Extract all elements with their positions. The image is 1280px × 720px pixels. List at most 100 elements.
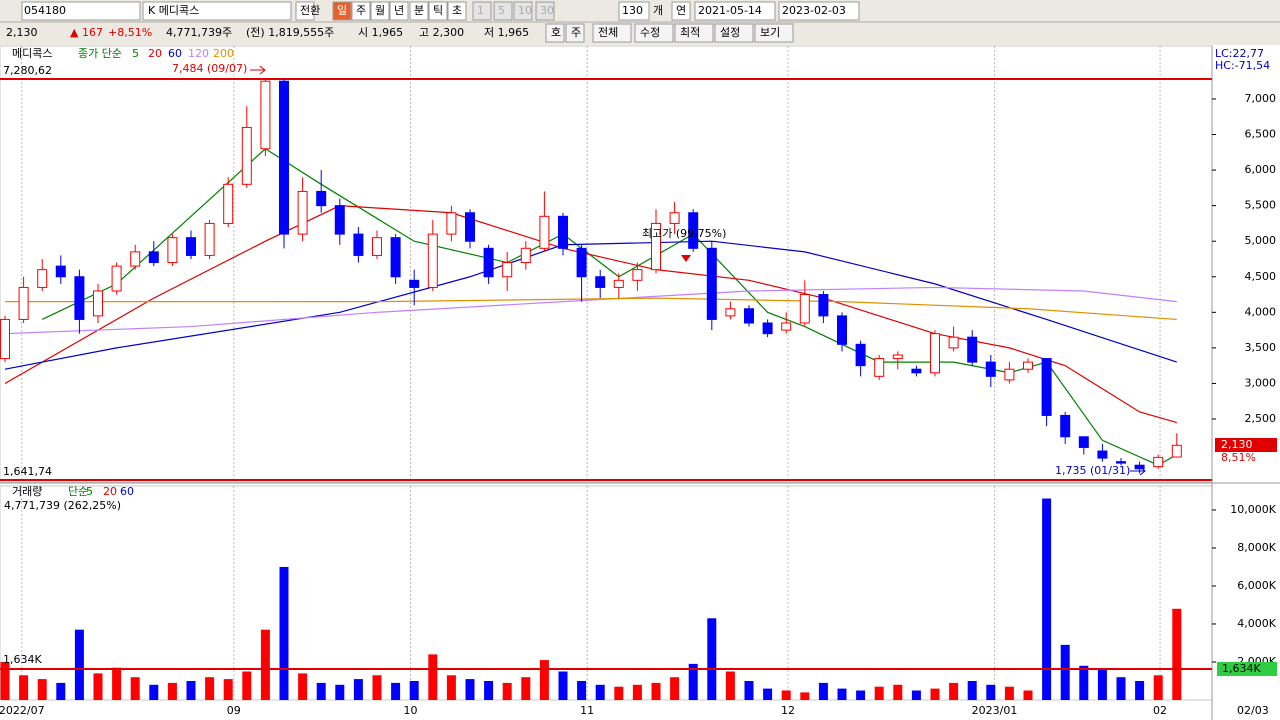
volume-bar (74, 629, 84, 700)
volume-bar (93, 673, 103, 700)
x-tick-label: 02 (1153, 704, 1167, 717)
candle-body (1116, 461, 1126, 464)
toolbar-button[interactable] (472, 1, 492, 21)
volume-bar (688, 663, 698, 700)
candle-body (520, 247, 531, 264)
toolbar-value: 2,130 (6, 26, 38, 39)
toolbar-value: 4,771,739주 (166, 26, 232, 39)
toolbar-label: 일 (337, 3, 347, 17)
legend-entry: 5 (132, 47, 139, 60)
candle-body (446, 212, 457, 235)
last-price-box (1215, 438, 1277, 452)
toolbar-button[interactable] (447, 1, 467, 21)
candle-body (316, 190, 327, 207)
toolbar-button[interactable] (565, 23, 585, 43)
volume-bar (725, 671, 735, 700)
candle-body (818, 294, 829, 317)
toolbar-button[interactable] (778, 1, 860, 21)
toolbar-button[interactable] (493, 1, 513, 21)
toolbar-button[interactable] (428, 1, 448, 21)
volume-bar (353, 679, 363, 700)
toolbar-label: 주 (356, 4, 366, 17)
candle-body (111, 265, 122, 292)
toolbar-button[interactable] (332, 1, 352, 21)
volume-bar (1097, 669, 1107, 700)
volume-bar (1023, 690, 1033, 700)
candle-body (1153, 456, 1164, 468)
candle-body (911, 368, 922, 374)
volume-bar (205, 677, 215, 700)
volume-ma-label: 단순 (68, 485, 88, 498)
toolbar-button[interactable] (592, 23, 632, 43)
volume-bar (1153, 675, 1163, 700)
ma-line (4, 240, 1177, 370)
y-tick-label: 8,000K (1237, 541, 1276, 554)
y-tick-label: 10,000K (1230, 503, 1276, 516)
toolbar-button[interactable] (545, 23, 565, 43)
toolbar-button[interactable] (694, 1, 776, 21)
y-tick-label: 2,500 (1245, 412, 1277, 425)
volume-bar (670, 677, 680, 700)
toolbar-label: 1 (477, 4, 484, 17)
y-tick-label: 4,000 (1245, 305, 1277, 318)
toolbar-button[interactable] (351, 1, 371, 21)
candle-body (279, 80, 289, 235)
toolbar-button[interactable] (535, 1, 555, 21)
volume-name: 거래량 (12, 485, 42, 498)
candle-body (186, 237, 196, 256)
toolbar-value: 고 2,300 (419, 26, 464, 39)
candle-body (260, 80, 271, 150)
volume-bar (707, 618, 717, 700)
volume-bar (1042, 498, 1052, 700)
ma-line (4, 205, 1177, 424)
candle-body (55, 265, 66, 278)
toolbar-button[interactable] (295, 1, 315, 21)
toolbar-button[interactable] (21, 1, 141, 21)
candle-body (558, 215, 568, 249)
toolbar-value: 보기 (760, 26, 780, 39)
volume-bar (1060, 644, 1070, 700)
toolbar-button[interactable] (409, 1, 429, 21)
ma-line (5, 297, 1177, 321)
last-price: 2,130 (1221, 438, 1253, 451)
y-tick-label: 5,000 (1245, 234, 1277, 247)
arrow (250, 65, 266, 75)
toolbar-button[interactable] (754, 23, 794, 43)
volume-bar (502, 682, 512, 700)
volume-bar (484, 680, 494, 700)
toolbar-button[interactable] (674, 23, 714, 43)
candle-body (465, 212, 475, 242)
candle-body (1078, 436, 1089, 448)
toolbar-button[interactable] (671, 1, 691, 21)
candle-body (223, 183, 234, 224)
candle-body (0, 318, 10, 360)
candle-body (948, 336, 959, 349)
arrow (681, 255, 691, 262)
toolbar-label: 틱 (433, 4, 443, 17)
legend-entry: 20 (148, 47, 162, 60)
legend-entry: 60 (168, 47, 182, 60)
toolbar-label: 054180 (24, 4, 66, 17)
x-tick-label: 2022/07 (0, 704, 45, 717)
toolbar-button[interactable] (618, 1, 650, 21)
toolbar-button[interactable] (634, 23, 674, 43)
volume-bar (112, 667, 122, 700)
volume-bar (986, 684, 996, 700)
toolbar-button[interactable] (389, 1, 409, 21)
toolbar-button[interactable] (370, 1, 390, 21)
y-tick-label: 5,500 (1245, 199, 1277, 212)
volume-bar (781, 690, 791, 700)
toolbar-button[interactable] (513, 1, 533, 21)
candle-body (930, 333, 940, 374)
volume-bar (837, 688, 847, 700)
candle-body (874, 358, 885, 377)
toolbar-button[interactable] (714, 23, 754, 43)
volume-bar (539, 660, 549, 700)
candle-body (93, 290, 103, 317)
volume-bar (223, 679, 233, 700)
volume-bar (428, 654, 438, 700)
candle-body (204, 222, 215, 256)
volume-bar (149, 684, 159, 700)
toolbar-button[interactable] (142, 1, 292, 21)
price-panel (0, 45, 1213, 483)
